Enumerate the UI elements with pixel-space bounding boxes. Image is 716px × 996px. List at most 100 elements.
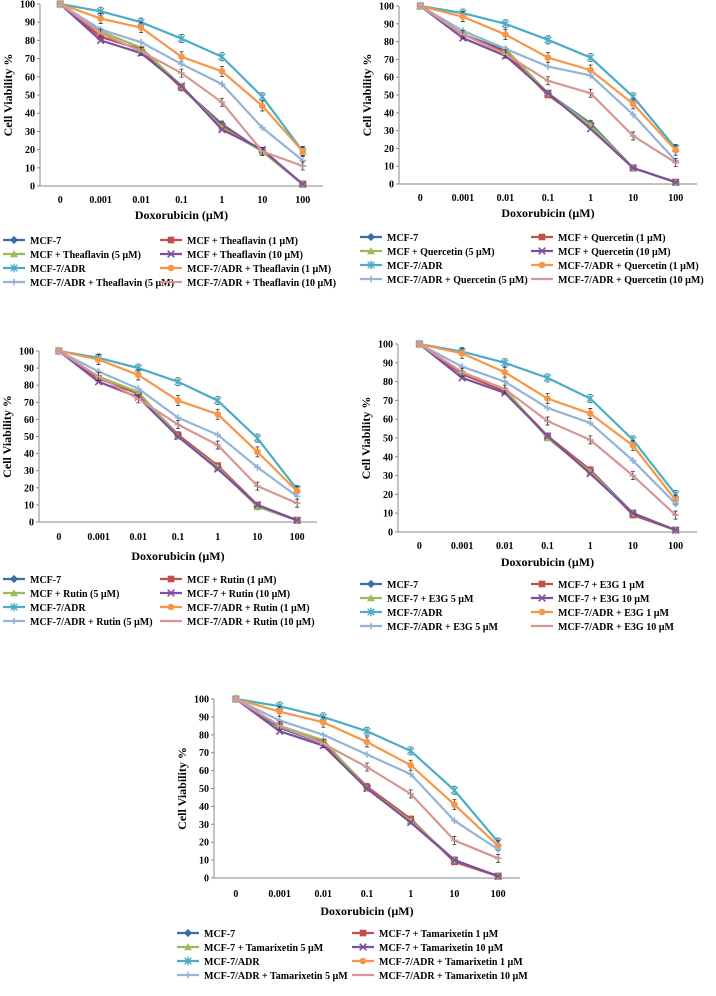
legend-label: MCF-7 + Tamarixetin 5 µM <box>204 943 324 954</box>
data-point <box>501 378 509 385</box>
y-tick-label: 20 <box>199 838 209 849</box>
legend-marker <box>367 247 375 255</box>
legend-label: MCF-7 + E3G 5 µM <box>387 594 474 605</box>
legend-label: MCF-7 <box>387 233 418 244</box>
y-tick-label: 60 <box>383 415 393 426</box>
legend-marker <box>366 579 376 589</box>
y-tick-label: 40 <box>199 802 209 813</box>
x-tick-label: 0 <box>56 532 61 543</box>
legend-item: MCF-7/ADR + Quercetin (10 µM) <box>531 275 704 286</box>
y-axis-title: Cell Viability % <box>359 397 373 480</box>
y-tick-label: 20 <box>384 144 394 155</box>
data-point <box>629 111 637 118</box>
legend-item: MCF-7/ADR + Rutin (5 µM) <box>3 617 153 628</box>
legend-label: MCF-7 <box>30 575 61 586</box>
legend-marker <box>10 602 18 612</box>
x-tick-label: 100 <box>491 889 506 900</box>
legend-marker <box>367 275 375 283</box>
y-tick-label: 60 <box>25 72 35 83</box>
x-tick-label: 0.1 <box>361 889 374 900</box>
data-point <box>363 726 371 736</box>
x-axis-title: Doxorubicin (µM) <box>131 549 224 563</box>
x-tick-label: 100 <box>290 532 305 543</box>
y-tick-label: 90 <box>383 358 393 369</box>
legend-marker <box>367 260 375 270</box>
series-line <box>418 343 677 516</box>
x-tick-label: 0.01 <box>496 541 514 552</box>
y-axis-title: Cell Viability % <box>175 747 189 830</box>
data-point <box>174 397 182 404</box>
data-point <box>450 856 459 864</box>
data-point <box>501 19 510 29</box>
legend-item: MCF-7/ADR + Quercetin (5 µM) <box>360 275 528 286</box>
series-line <box>235 698 499 851</box>
legend-marker <box>538 594 546 602</box>
data-point <box>253 502 262 510</box>
legend-item: MCF-7/ADR + E3G 1 µM <box>531 608 669 619</box>
legend-label: MCF-7 + E3G 1 µM <box>558 580 645 591</box>
x-tick-label: 0.001 <box>268 889 291 900</box>
series-6 <box>55 347 301 497</box>
y-tick-label: 50 <box>383 434 393 445</box>
legend-label: MCF-7 + Tamarixetin 1 µM <box>379 929 499 940</box>
y-tick-label: 70 <box>384 55 394 66</box>
x-tick-label: 0 <box>417 541 422 552</box>
y-tick-label: 100 <box>194 695 209 706</box>
legend-item: MCF-7 + Rutin (10 µM) <box>160 589 290 600</box>
legend-item: MCF + Quercetin (5 µM) <box>360 247 495 258</box>
series-8 <box>232 698 502 863</box>
x-tick-label: 1 <box>408 889 413 900</box>
legend-marker <box>167 264 175 272</box>
legend-marker <box>167 603 175 611</box>
data-point <box>407 770 415 778</box>
legend-label: MCF-7/ADR <box>204 957 260 968</box>
data-point <box>218 80 226 88</box>
y-tick-label: 10 <box>383 509 393 520</box>
legend-label: MCF-7 <box>387 580 418 591</box>
data-point <box>293 493 301 500</box>
legend-item: MCF + Theaflavin (1 µM) <box>160 236 298 247</box>
data-point <box>451 817 458 825</box>
legend-label: MCF-7/ADR + E3G 1 µM <box>558 608 669 619</box>
chart-1: 0 10 20 30 40 50 60 70 80 90 100 0 0.001 0.01 0.1 1 10 10… <box>1 0 336 289</box>
legend-item: MCF-7/ADR <box>360 607 443 619</box>
legend-marker <box>359 929 367 937</box>
y-tick-label: 0 <box>29 518 34 529</box>
data-point <box>544 63 552 70</box>
data-point <box>293 516 302 525</box>
data-point <box>629 164 638 172</box>
legend-label: MCF-7 <box>204 929 235 940</box>
data-point <box>177 82 186 90</box>
y-tick-label: 50 <box>25 91 35 102</box>
x-tick-label: 0.001 <box>451 541 474 552</box>
y-tick-label: 100 <box>379 2 394 13</box>
legend-item: MCF + Quercetin (1 µM) <box>531 233 666 244</box>
series-8 <box>416 343 679 520</box>
y-tick-label: 50 <box>24 432 34 443</box>
legend-item: MCF-7 + E3G 5 µM <box>360 594 474 605</box>
series-line <box>235 698 499 860</box>
data-point <box>458 350 466 357</box>
legend-item: MCF-7/ADR <box>3 263 86 275</box>
data-point <box>95 356 102 363</box>
legend-label: MCF-7/ADR + E3G 5 µM <box>387 622 498 633</box>
legend-label: MCF-7/ADR <box>30 603 86 614</box>
data-point <box>672 500 679 508</box>
x-tick-label: 0.1 <box>175 195 188 206</box>
legend-item: MCF-7 + Tamarixetin 5 µM <box>177 943 324 954</box>
x-tick-label: 0.001 <box>87 532 110 543</box>
x-tick-label: 0.01 <box>132 195 150 206</box>
legend-label: MCF-7/ADR + Quercetin (1 µM) <box>558 261 699 272</box>
data-point <box>259 102 266 110</box>
x-tick-label: 0 <box>418 193 423 204</box>
data-point <box>587 66 594 74</box>
series-6 <box>416 2 680 156</box>
data-point <box>543 434 552 442</box>
legend-label: MCF-7/ADR + Quercetin (10 µM) <box>558 275 704 286</box>
series-6 <box>56 0 307 157</box>
data-point <box>213 465 222 473</box>
series-8 <box>56 3 307 171</box>
x-axis-title: Doxorubicin (µM) <box>135 208 228 222</box>
data-point <box>253 501 262 509</box>
x-tick-label: 100 <box>295 195 310 206</box>
